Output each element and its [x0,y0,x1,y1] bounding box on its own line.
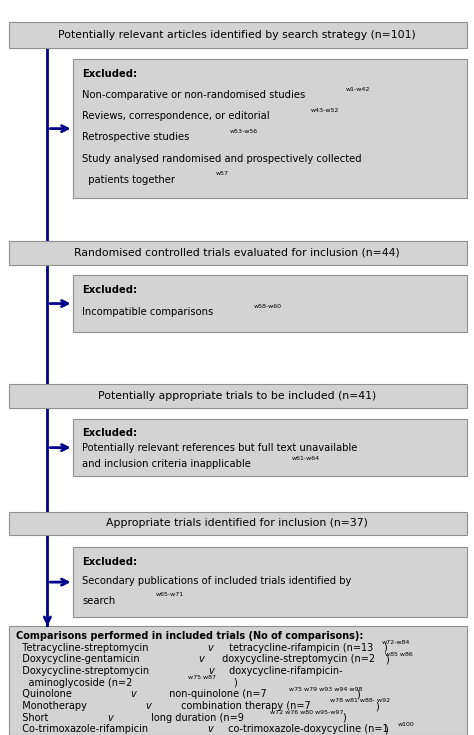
Text: v: v [207,642,213,653]
Text: Excluded:: Excluded: [82,428,137,437]
Bar [9,512,467,535]
Text: Co-trimoxazole-rifampicin: Co-trimoxazole-rifampicin [16,725,151,734]
Bar [9,22,467,48]
Text: Reviews, correspondence, or editorial: Reviews, correspondence, or editorial [82,111,270,121]
Text: w75 w79 w93 w94 w98: w75 w79 w93 w94 w98 [289,686,362,692]
Text: w75 w87: w75 w87 [188,675,216,680]
Text: v: v [107,713,113,723]
Bar [73,419,467,476]
Text: Doxycycline-gentamicin: Doxycycline-gentamicin [16,654,143,664]
Bar [9,241,467,265]
Text: Tetracycline-streptomycin: Tetracycline-streptomycin [16,642,152,653]
Text: non-quinolone (n=7: non-quinolone (n=7 [166,689,267,700]
Text: w65-w71: w65-w71 [156,592,184,598]
Text: ): ) [375,701,379,711]
Bar [9,626,467,735]
Text: v: v [207,725,213,734]
Text: w1-w42: w1-w42 [346,87,370,92]
Text: v: v [131,689,137,700]
Text: Monotherapy: Monotherapy [16,701,90,711]
Text: search: search [82,596,115,606]
Text: Potentially relevant articles identified by search strategy (n=101): Potentially relevant articles identified… [58,30,416,40]
Text: w53-w56: w53-w56 [230,129,258,134]
Text: w100: w100 [398,722,414,727]
Text: v: v [199,654,204,664]
Text: Study analysed randomised and prospectively collected: Study analysed randomised and prospectiv… [82,154,362,164]
Text: ): ) [233,678,237,688]
Bar [73,275,467,332]
Text: long duration (n=9: long duration (n=9 [148,713,244,723]
Text: Secondary publications of included trials identified by: Secondary publications of included trial… [82,576,351,586]
Text: Retrospective studies: Retrospective studies [82,132,190,143]
Text: ): ) [384,725,388,734]
Text: w58-w60: w58-w60 [254,304,282,309]
Text: ): ) [383,642,387,653]
Text: co-trimoxazole-doxycycline (n=1: co-trimoxazole-doxycycline (n=1 [226,725,389,734]
Text: doxycycline-rifampicin-: doxycycline-rifampicin- [226,666,343,676]
Text: Quinolone: Quinolone [16,689,75,700]
Text: w78 w81 w88- w92: w78 w81 w88- w92 [330,698,390,703]
Bar [73,59,467,198]
Text: Comparisons performed in included trials (No of comparisons):: Comparisons performed in included trials… [16,631,364,641]
Text: Potentially relevant references but full text unavailable: Potentially relevant references but full… [82,443,357,453]
Text: aminoglycoside (n=2: aminoglycoside (n=2 [16,678,133,688]
Text: w85 w86: w85 w86 [385,652,413,656]
Bar [9,384,467,408]
Text: tetracycline-rifampicin (n=13: tetracycline-rifampicin (n=13 [226,642,373,653]
Text: Short: Short [16,713,52,723]
Text: w72-w84: w72-w84 [382,640,410,645]
Text: Randomised controlled trials evaluated for inclusion (n=44): Randomised controlled trials evaluated f… [74,248,400,258]
Text: v: v [208,666,214,676]
Text: doxycycline-streptomycin (n=2: doxycycline-streptomycin (n=2 [219,654,375,664]
Text: w57: w57 [216,171,229,176]
Text: combination therapy (n=7: combination therapy (n=7 [178,701,310,711]
Text: patients together: patients together [82,175,175,184]
Text: Appropriate trials identified for inclusion (n=37): Appropriate trials identified for inclus… [106,518,368,528]
Text: Excluded:: Excluded: [82,556,137,567]
Text: w43-w52: w43-w52 [310,108,339,113]
Bar [73,547,467,617]
Text: w72 w76 w80 w95-w97: w72 w76 w80 w95-w97 [270,710,343,715]
Text: ): ) [385,654,389,664]
Text: Excluded:: Excluded: [82,285,137,295]
Text: Incompatible comparisons: Incompatible comparisons [82,307,213,318]
Text: and inclusion criteria inapplicable: and inclusion criteria inapplicable [82,459,251,470]
Text: v: v [146,701,152,711]
Text: Non-comparative or non-randomised studies: Non-comparative or non-randomised studie… [82,90,305,100]
Text: ): ) [342,713,346,723]
Text: Doxycycline-streptomycin: Doxycycline-streptomycin [16,666,152,676]
Text: Excluded:: Excluded: [82,69,137,79]
Text: w61-w64: w61-w64 [292,456,320,461]
Text: ): ) [356,689,360,700]
Text: Potentially appropriate trials to be included (n=41): Potentially appropriate trials to be inc… [98,391,376,401]
